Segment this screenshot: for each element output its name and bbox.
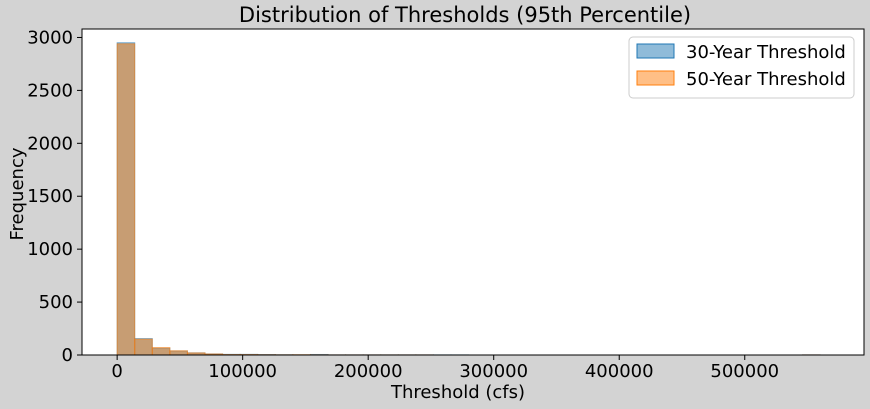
histogram-bar bbox=[169, 350, 188, 356]
y-axis-ticks: 0 500 1000 1500 2000 2500 3000 bbox=[27, 27, 82, 366]
histogram-bar bbox=[116, 43, 136, 356]
y-tick-label: 1500 bbox=[27, 186, 73, 207]
x-tick-label: 0 bbox=[111, 361, 122, 382]
x-tick-label: 200000 bbox=[334, 361, 403, 382]
y-tick-label: 2000 bbox=[27, 133, 73, 154]
y-tick-label: 500 bbox=[39, 292, 73, 313]
legend: 30-Year Threshold 50-Year Threshold bbox=[628, 36, 855, 99]
x-tick-label: 500000 bbox=[710, 361, 779, 382]
legend-label-50-year: 50-Year Threshold bbox=[686, 69, 846, 90]
y-tick-label: 3000 bbox=[27, 27, 73, 48]
y-tick-label: 0 bbox=[62, 345, 73, 366]
legend-swatch-30-year bbox=[636, 43, 675, 59]
y-tick-label: 1000 bbox=[27, 239, 73, 260]
y-axis-label: Frequency bbox=[7, 147, 28, 240]
x-axis-label: Threshold (cfs) bbox=[390, 382, 525, 403]
plot-frame bbox=[81, 28, 865, 356]
legend-swatch-50-year bbox=[636, 70, 675, 86]
chart-title: Distribution of Thresholds (95th Percent… bbox=[239, 3, 691, 27]
x-tick-label: 300000 bbox=[459, 361, 528, 382]
legend-label-30-year: 30-Year Threshold bbox=[686, 42, 846, 63]
x-tick-label: 100000 bbox=[208, 361, 277, 382]
histogram-bar bbox=[134, 338, 153, 356]
x-tick-label: 400000 bbox=[585, 361, 654, 382]
histogram-bar bbox=[151, 347, 171, 356]
legend-box bbox=[628, 36, 855, 99]
y-tick-label: 2500 bbox=[27, 80, 73, 101]
x-axis-ticks: 0 100000 200000 300000 400000 500000 bbox=[111, 355, 779, 382]
